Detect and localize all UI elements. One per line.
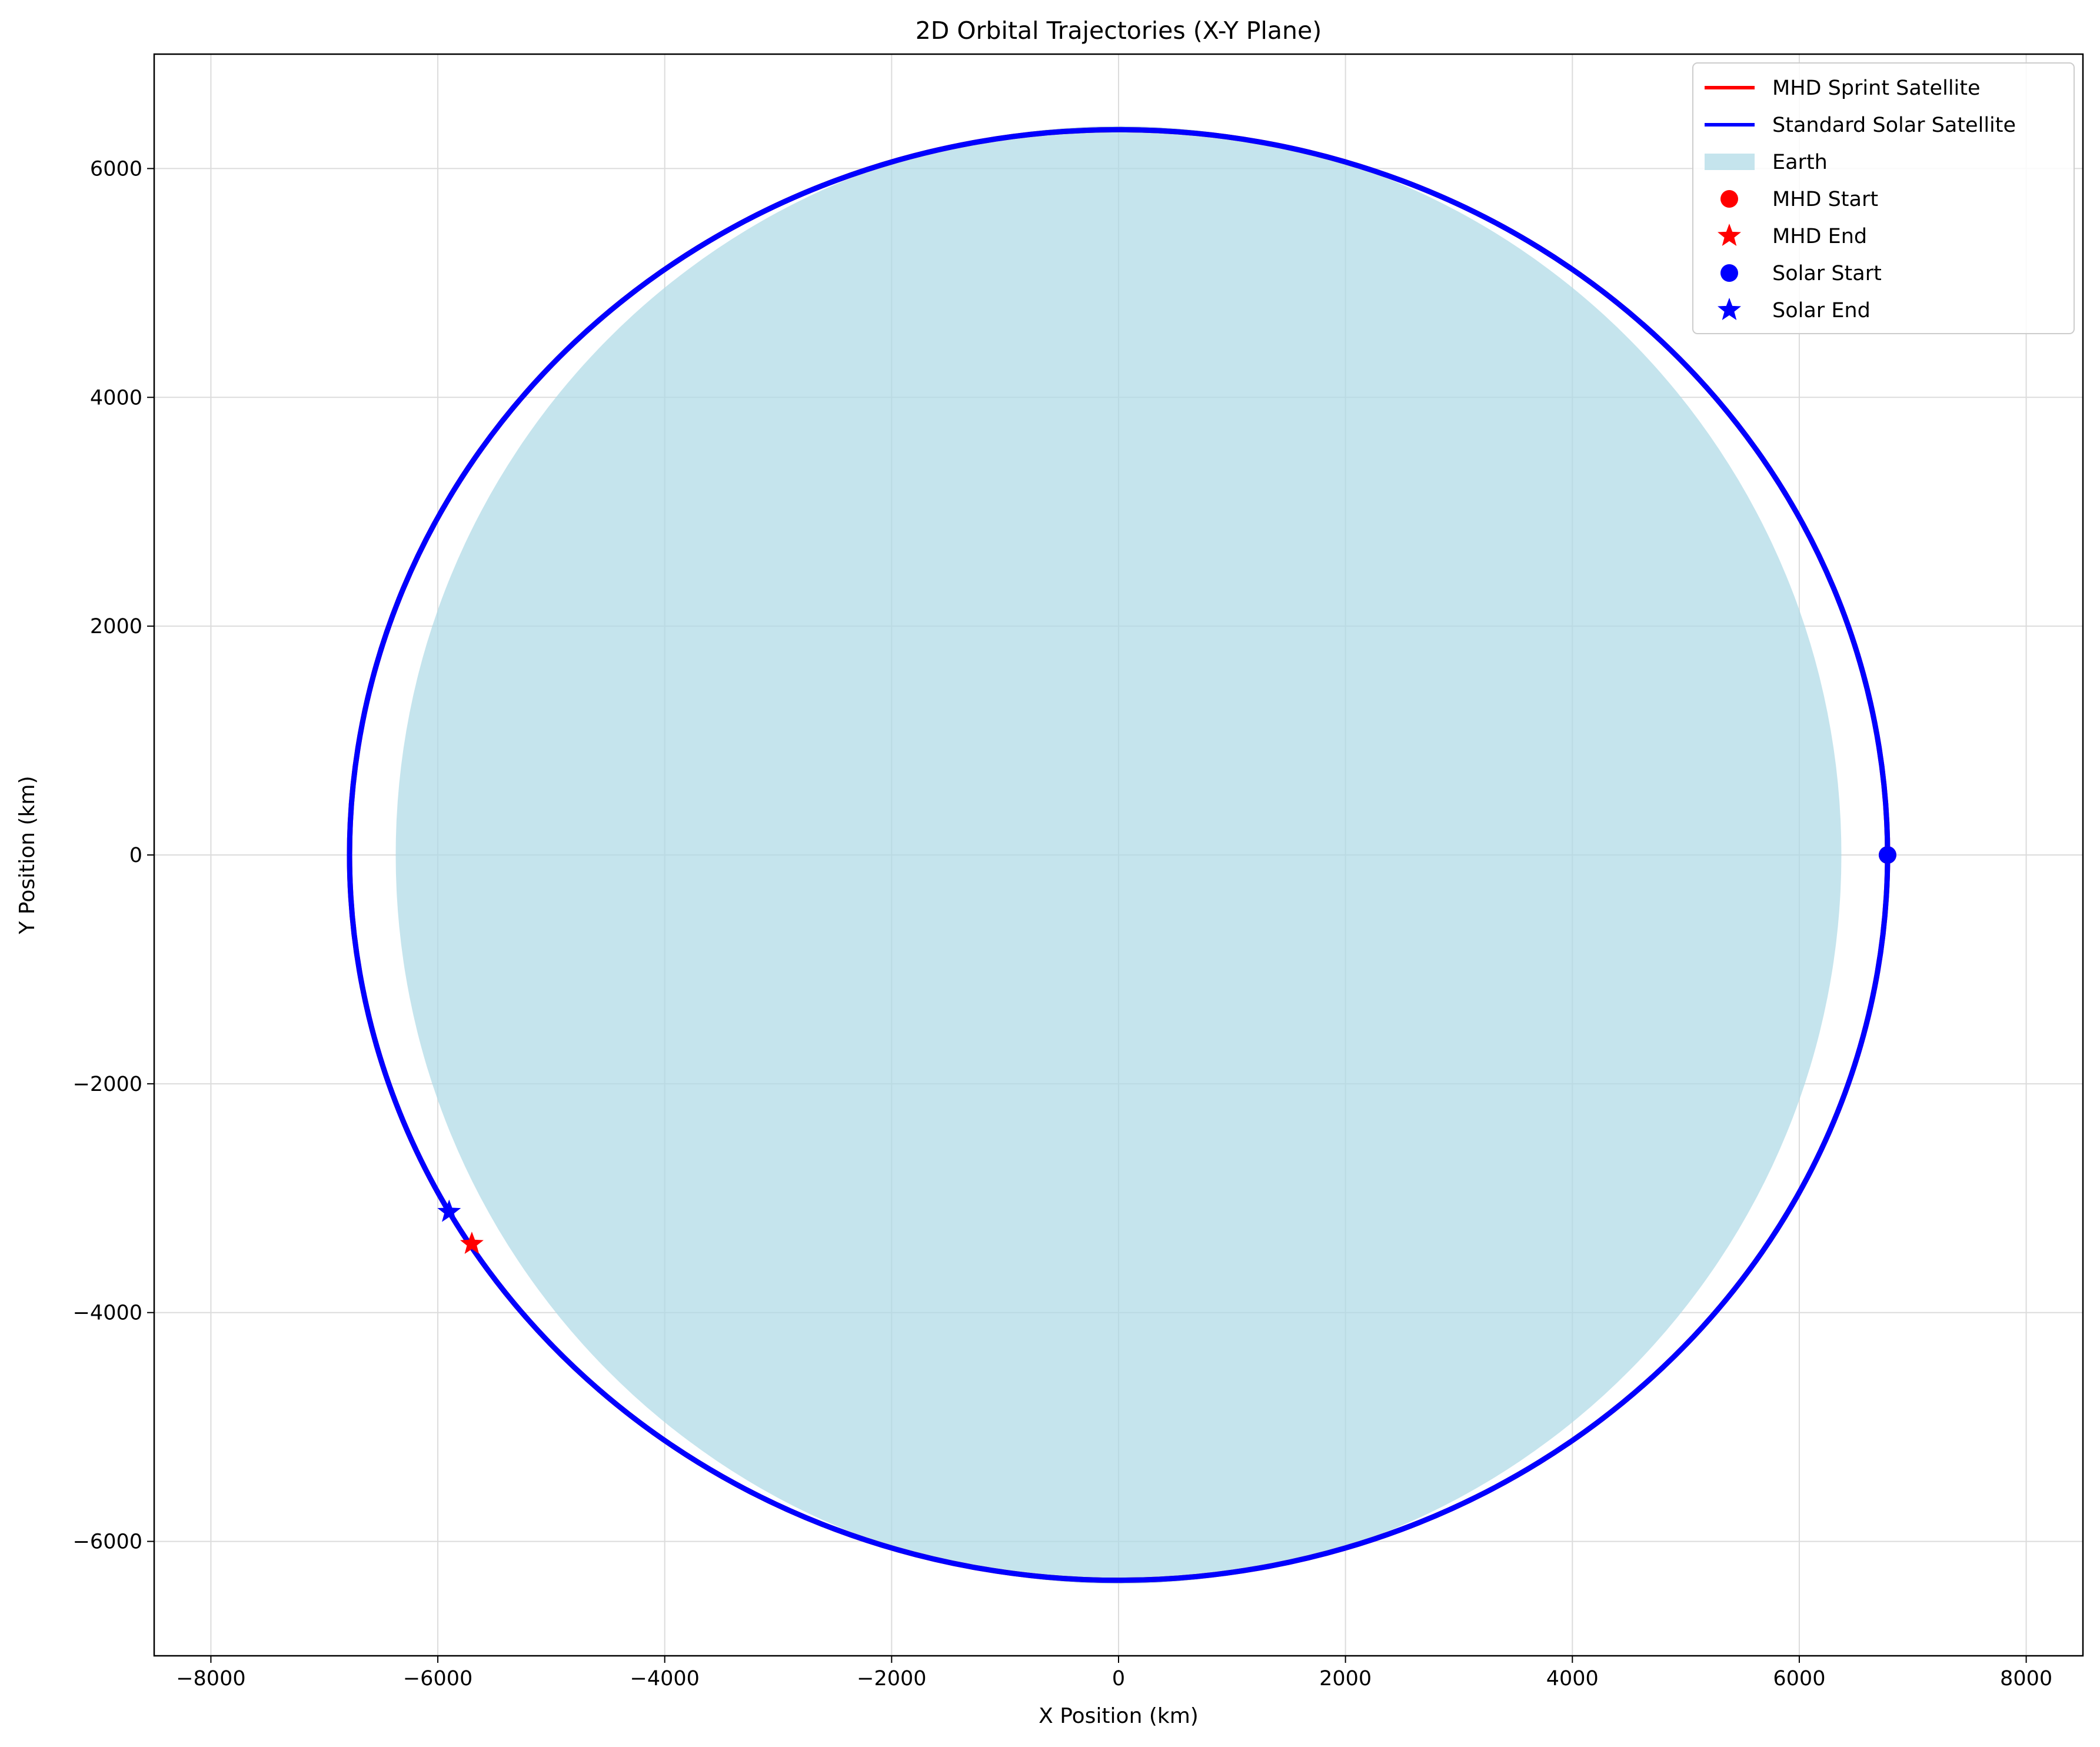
x-tick-label: 6000 <box>1773 1667 1825 1691</box>
x-tick-label: −4000 <box>630 1667 700 1691</box>
y-tick-label: 0 <box>129 844 142 867</box>
earth-layer <box>395 126 1842 1584</box>
x-tick-label: −6000 <box>403 1667 472 1691</box>
legend-box <box>1692 62 2075 334</box>
legend-star-swatch <box>1718 298 1741 320</box>
solar-start-marker <box>1878 846 1896 864</box>
legend-label: MHD End <box>1772 225 1867 248</box>
x-axis-label: X Position (km) <box>1039 1704 1199 1728</box>
legend-label: Standard Solar Satellite <box>1772 114 2016 137</box>
x-tick-label: −8000 <box>176 1667 245 1691</box>
x-tick-label: −2000 <box>857 1667 926 1691</box>
y-tick-label: −2000 <box>73 1073 142 1096</box>
legend: MHD Sprint Satellite Standard Solar Satel… <box>1692 62 2075 334</box>
legend-circle-swatch <box>1720 190 1738 208</box>
x-tick-label: 2000 <box>1319 1667 1372 1691</box>
x-tick-label: 4000 <box>1546 1667 1599 1691</box>
mhd-end-marker <box>460 1232 484 1254</box>
x-tick-label: 8000 <box>2000 1667 2052 1691</box>
legend-label: MHD Start <box>1772 188 1878 211</box>
y-tick-label: 6000 <box>90 157 142 181</box>
legend-patch-swatch <box>1705 154 1755 170</box>
x-ticks: −8000 −6000 −4000 −2000 0 2000 4000 6000 8000 <box>176 1656 2052 1691</box>
y-tick-label: 2000 <box>90 615 142 638</box>
y-tick-label: 4000 <box>90 386 142 410</box>
y-tick-label: −6000 <box>73 1530 142 1554</box>
solar-end-marker <box>437 1199 461 1222</box>
legend-label: Solar Start <box>1772 262 1882 285</box>
x-tick-label: 0 <box>1112 1667 1125 1691</box>
chart-title: 2D Orbital Trajectories (X-Y Plane) <box>916 16 1322 45</box>
marker-layer <box>437 846 1896 1254</box>
y-ticks: −6000 −4000 −2000 0 2000 4000 6000 <box>73 157 154 1554</box>
legend-label: MHD Sprint Satellite <box>1772 76 1981 100</box>
y-axis-label: Y Position (km) <box>15 776 39 934</box>
legend-circle-swatch <box>1720 264 1738 282</box>
legend-star-swatch <box>1718 224 1741 246</box>
earth-disk <box>395 126 1842 1584</box>
legend-label: Solar End <box>1772 299 1871 322</box>
y-tick-label: −4000 <box>73 1302 142 1325</box>
legend-label: Earth <box>1772 151 1828 174</box>
